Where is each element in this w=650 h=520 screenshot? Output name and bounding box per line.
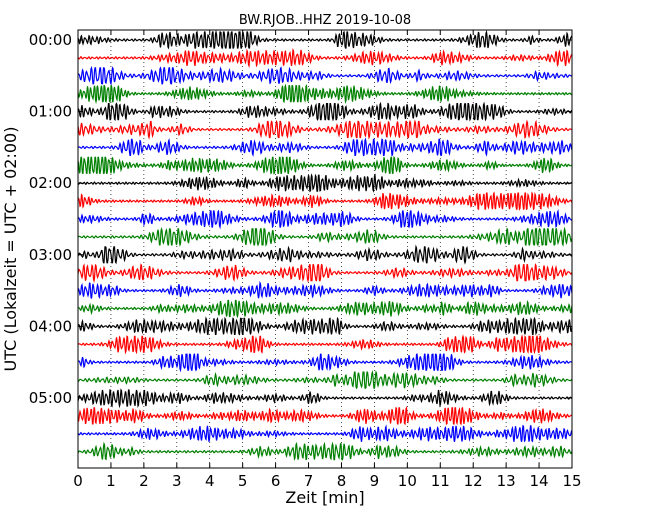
seismogram-trace — [77, 262, 573, 284]
seismogram-trace — [77, 137, 573, 157]
x-tick-label: 12 — [464, 472, 483, 490]
x-tick-label: 15 — [562, 472, 581, 490]
y-tick-label: 05:00 — [29, 389, 72, 407]
x-tick-label: 10 — [398, 472, 417, 490]
seismogram-trace — [77, 173, 573, 193]
seismogram-trace — [77, 316, 573, 336]
seismogram-trace — [77, 65, 573, 86]
x-tick-label: 8 — [337, 472, 347, 490]
seismogram-trace — [77, 334, 573, 355]
x-tick-label: 0 — [73, 472, 83, 490]
seismogram-trace — [77, 119, 573, 140]
y-tick-label: 01:00 — [29, 103, 72, 121]
seismogram-trace — [77, 244, 573, 265]
x-tick-label: 6 — [271, 472, 281, 490]
x-tick-label: 7 — [304, 472, 314, 490]
x-axis-label: Zeit [min] — [285, 488, 364, 507]
seismogram-trace — [77, 388, 573, 409]
seismogram-trace — [77, 353, 573, 373]
seismogram-trace — [77, 370, 573, 390]
seismogram-trace — [77, 405, 573, 426]
x-tick-label: 14 — [530, 472, 549, 490]
seismogram-trace — [77, 48, 573, 68]
chart-title: BW.RJOB..HHZ 2019-10-08 — [239, 13, 411, 28]
x-tick-label: 9 — [370, 472, 380, 490]
seismogram-trace — [77, 208, 573, 230]
seismogram-trace — [77, 424, 573, 443]
seismogram-trace — [77, 441, 573, 461]
seismogram-trace — [77, 280, 573, 299]
x-tick-label: 2 — [139, 472, 149, 490]
x-tick-label: 3 — [172, 472, 182, 490]
y-axis-ticks: 00:00 01:00 02:00 03:00 04:00 05:00 — [29, 31, 572, 407]
seismogram-trace — [77, 29, 573, 50]
seismogram-trace — [77, 83, 573, 104]
x-tick-label: 1 — [106, 472, 116, 490]
y-tick-label: 00:00 — [29, 31, 72, 49]
x-tick-label: 11 — [431, 472, 450, 490]
x-tick-label: 4 — [205, 472, 215, 490]
seismogram-trace — [77, 191, 573, 211]
x-axis-ticks: 0 1 2 3 4 5 6 7 8 9 10 11 12 13 14 15 — [73, 30, 582, 490]
plot-frame — [77, 29, 573, 469]
x-tick-label: 13 — [497, 472, 516, 490]
y-tick-label: 04:00 — [29, 317, 72, 335]
seismogram-trace — [77, 226, 573, 248]
seismogram-traces — [77, 29, 573, 461]
seismogram-trace — [77, 155, 573, 175]
y-axis-label: UTC (Lokalzeit = UTC + 02:00) — [1, 127, 20, 372]
y-tick-label: 02:00 — [29, 174, 72, 192]
seismogram-trace — [77, 299, 573, 319]
seismogram-trace — [77, 101, 573, 122]
x-tick-label: 5 — [238, 472, 248, 490]
y-tick-label: 03:00 — [29, 246, 72, 264]
